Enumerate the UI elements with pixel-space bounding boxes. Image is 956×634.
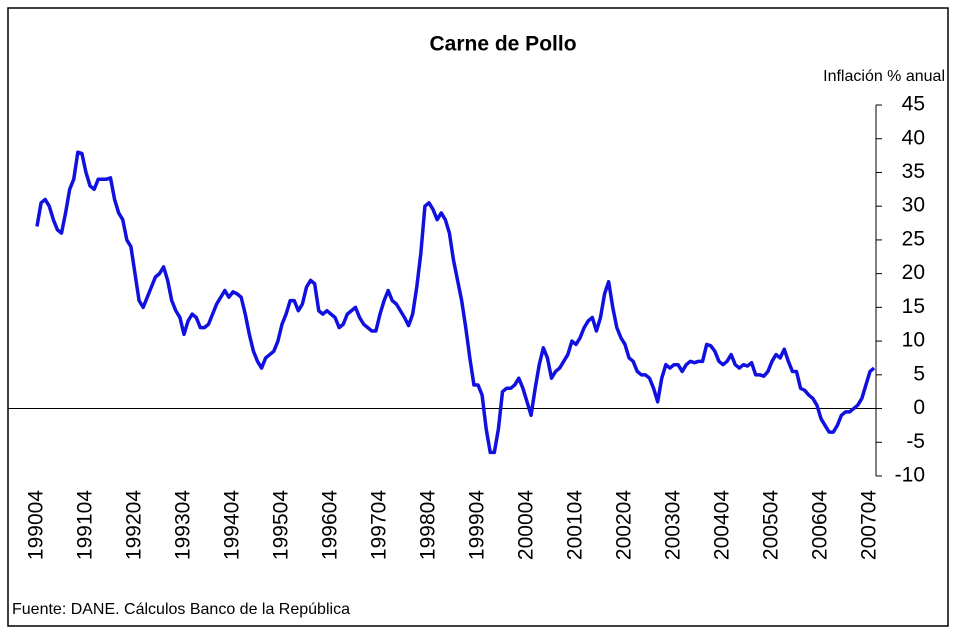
data-line — [35, 150, 876, 455]
y-tick-label: 5 — [913, 362, 925, 385]
y-tick-label: 25 — [902, 227, 925, 250]
y-tick-label: -5 — [906, 430, 925, 453]
y-tick-label: -10 — [895, 464, 925, 487]
x-tick-label: 199204 — [123, 490, 146, 560]
x-tick-label: 199704 — [368, 490, 391, 560]
y-tick-label: 45 — [902, 93, 925, 116]
y-tick-label: 40 — [902, 126, 925, 149]
x-tick-label: 199304 — [172, 490, 195, 560]
y-axis-label: Inflación % anual — [823, 68, 945, 85]
x-tick-label: 200004 — [515, 490, 538, 560]
x-tick-label: 200404 — [711, 490, 734, 560]
y-tick-label: 0 — [913, 396, 925, 419]
x-tick-label: 199804 — [417, 490, 440, 560]
y-tick-label: 35 — [902, 160, 925, 183]
x-tick-label: 199504 — [270, 490, 293, 560]
y-tick-label: 10 — [902, 329, 925, 352]
x-tick-label: 199004 — [25, 490, 48, 560]
y-tick-label: 15 — [902, 295, 925, 318]
x-tick-label: 199104 — [74, 490, 97, 560]
chart-title: Carne de Pollo — [429, 33, 576, 56]
y-tick-label: 30 — [902, 194, 925, 217]
x-tick-label: 200104 — [564, 490, 587, 560]
x-tick-label: 200604 — [809, 490, 832, 560]
x-tick-label: 200204 — [613, 490, 636, 560]
chart-border — [7, 7, 949, 627]
x-tick-label: 200704 — [858, 490, 881, 560]
y-tick-label: 20 — [902, 261, 925, 284]
x-tick-label: 199904 — [466, 490, 489, 560]
x-tick-label: 200304 — [662, 490, 685, 560]
x-tick-label: 200504 — [760, 490, 783, 560]
x-tick-label: 199604 — [319, 490, 342, 560]
source-note: Fuente: DANE. Cálculos Banco de la Repúb… — [12, 601, 350, 618]
x-tick-label: 199404 — [221, 490, 244, 560]
